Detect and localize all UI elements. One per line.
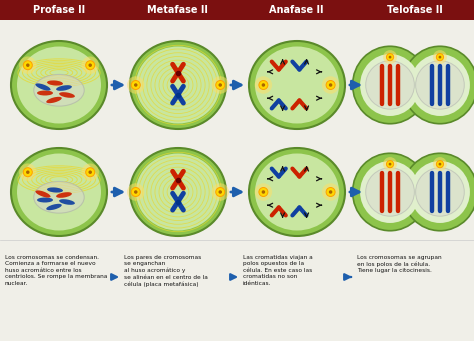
Ellipse shape (11, 41, 107, 129)
Ellipse shape (86, 168, 95, 177)
Ellipse shape (255, 46, 339, 123)
Text: Las cromatidas viajan a
polos opuestos de la
célula. En este caso las
cromatidas: Las cromatidas viajan a polos opuestos d… (243, 255, 313, 286)
Ellipse shape (127, 76, 145, 94)
Ellipse shape (366, 61, 414, 109)
Ellipse shape (259, 188, 268, 196)
Ellipse shape (26, 63, 29, 67)
Ellipse shape (36, 84, 51, 91)
Ellipse shape (437, 161, 444, 168)
Ellipse shape (383, 50, 397, 64)
Ellipse shape (360, 161, 420, 223)
Ellipse shape (389, 163, 392, 165)
Ellipse shape (326, 188, 335, 196)
Ellipse shape (438, 56, 441, 59)
Ellipse shape (34, 74, 84, 106)
Ellipse shape (127, 183, 145, 201)
Ellipse shape (130, 148, 226, 236)
Ellipse shape (410, 54, 470, 116)
Ellipse shape (134, 190, 137, 194)
Ellipse shape (34, 181, 84, 213)
Ellipse shape (19, 163, 36, 181)
Ellipse shape (402, 46, 474, 124)
Ellipse shape (36, 190, 51, 197)
Ellipse shape (59, 199, 75, 205)
Ellipse shape (353, 153, 428, 231)
Text: Metafase II: Metafase II (147, 5, 208, 15)
Ellipse shape (46, 97, 62, 103)
Ellipse shape (136, 153, 220, 231)
Ellipse shape (56, 85, 72, 91)
Ellipse shape (255, 153, 339, 231)
Ellipse shape (433, 157, 447, 171)
Text: Telofase II: Telofase II (387, 5, 443, 15)
Ellipse shape (326, 80, 335, 89)
Ellipse shape (438, 163, 441, 165)
Text: Los cromosomas se agrupan
en los polos de la célula.
Tiene lugar la citocinesis.: Los cromosomas se agrupan en los polos d… (357, 255, 442, 273)
Ellipse shape (329, 190, 332, 194)
Ellipse shape (59, 92, 75, 98)
Text: Anafase II: Anafase II (269, 5, 324, 15)
Ellipse shape (437, 54, 444, 61)
Ellipse shape (255, 76, 272, 94)
Ellipse shape (389, 56, 392, 59)
Ellipse shape (134, 83, 137, 87)
Ellipse shape (216, 188, 225, 196)
Ellipse shape (366, 168, 414, 216)
Ellipse shape (130, 41, 226, 129)
Text: Los pares de cromosomas
se enganchan
al huso acromático y
se alinéan en el centr: Los pares de cromosomas se enganchan al … (124, 255, 208, 287)
Bar (0, 0, 474, 20)
Ellipse shape (131, 188, 140, 196)
Ellipse shape (89, 63, 92, 67)
Ellipse shape (37, 90, 53, 95)
Ellipse shape (23, 168, 32, 177)
Ellipse shape (402, 153, 474, 231)
Ellipse shape (11, 148, 107, 236)
Ellipse shape (82, 163, 99, 181)
Ellipse shape (259, 80, 268, 89)
Ellipse shape (410, 161, 470, 223)
Ellipse shape (56, 192, 72, 198)
Ellipse shape (416, 168, 465, 216)
Ellipse shape (262, 83, 265, 87)
Ellipse shape (47, 188, 63, 193)
Ellipse shape (19, 57, 36, 74)
Ellipse shape (82, 57, 99, 74)
Ellipse shape (17, 46, 101, 123)
Ellipse shape (249, 148, 345, 236)
Ellipse shape (255, 183, 272, 201)
Ellipse shape (433, 50, 447, 64)
Ellipse shape (416, 61, 465, 109)
Ellipse shape (216, 80, 225, 89)
Ellipse shape (322, 76, 339, 94)
Ellipse shape (360, 54, 420, 116)
Ellipse shape (219, 190, 222, 194)
Ellipse shape (353, 46, 428, 124)
Ellipse shape (46, 204, 62, 210)
Ellipse shape (17, 153, 101, 231)
Ellipse shape (37, 197, 53, 203)
Ellipse shape (47, 80, 63, 86)
Ellipse shape (26, 170, 29, 174)
Ellipse shape (219, 83, 222, 87)
Ellipse shape (249, 41, 345, 129)
Ellipse shape (383, 157, 397, 171)
Ellipse shape (386, 54, 393, 61)
Text: Los cromosomas se condensan.
Comienza a formarse el nuevo
huso acromático entre : Los cromosomas se condensan. Comienza a … (5, 255, 108, 286)
Ellipse shape (262, 190, 265, 194)
Ellipse shape (386, 161, 393, 168)
Ellipse shape (86, 61, 95, 70)
Text: Profase II: Profase II (33, 5, 85, 15)
Ellipse shape (211, 76, 229, 94)
Ellipse shape (23, 61, 32, 70)
Ellipse shape (89, 170, 92, 174)
Ellipse shape (211, 183, 229, 201)
Ellipse shape (131, 80, 140, 89)
Ellipse shape (329, 83, 332, 87)
Ellipse shape (136, 46, 220, 123)
Ellipse shape (322, 183, 339, 201)
